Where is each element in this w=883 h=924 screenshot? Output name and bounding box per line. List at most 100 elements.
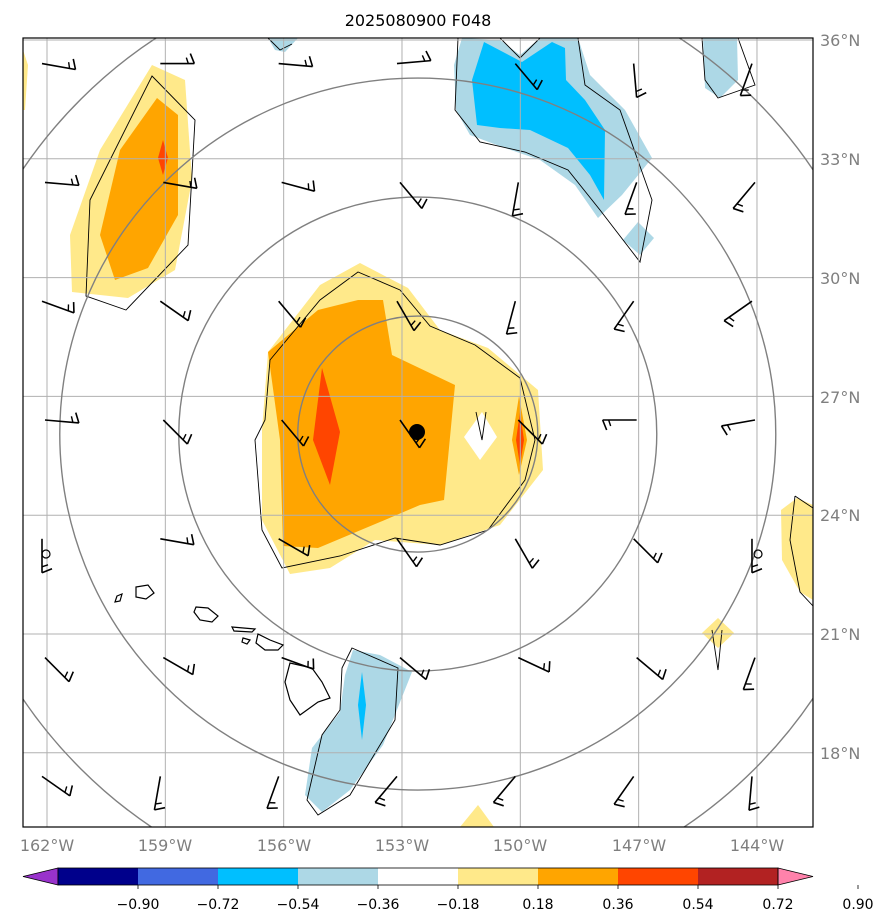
colorbar-tick-label: −0.90	[117, 897, 160, 913]
lat-tick-label: 24°N	[820, 506, 860, 525]
colorbar-segment	[698, 868, 779, 885]
colorbar-tick-label: −0.54	[277, 897, 320, 913]
wind-barb-flag	[743, 688, 755, 691]
wind-barb-half	[67, 304, 70, 311]
wind-barb-half	[155, 802, 162, 805]
wind-barb	[514, 63, 543, 91]
wind-barb	[517, 419, 548, 445]
wind-barb-shaft	[266, 776, 280, 809]
wind-barb-half	[627, 208, 634, 210]
colorbar-segment	[378, 868, 459, 885]
wind-barb	[281, 419, 310, 447]
lat-tick-label: 18°N	[820, 744, 860, 763]
colorbar: −0.90 −0.72 −0.54 −0.36 −0.18 0.18 0.36 0.54 0.7…	[22, 867, 874, 913]
wind-barb-flag	[425, 50, 432, 61]
wind-barb-shaft	[396, 538, 418, 568]
wind-barb	[601, 419, 637, 431]
wind-barb-shaft	[41, 300, 75, 314]
wind-barb	[278, 300, 307, 328]
wind-barb-half	[186, 537, 189, 544]
colorbar-tick-labels: −0.90 −0.72 −0.54 −0.36 −0.18 0.18 0.36 0.54 0.7…	[117, 885, 874, 913]
colorbar-tick-label: −0.72	[197, 897, 240, 913]
wind-barb-half	[421, 55, 426, 62]
wind-barb-half	[749, 802, 756, 805]
contour-pos-0.36-center	[268, 300, 455, 548]
wind-barb-half	[64, 671, 69, 678]
wind-barb	[505, 300, 518, 335]
coastlines	[41, 549, 763, 716]
wind-barb	[162, 656, 196, 676]
wind-barb	[613, 775, 635, 808]
wind-barb-half	[751, 564, 759, 568]
wind-barb-flag	[374, 801, 386, 807]
wind-barb-half	[742, 89, 749, 91]
wind-barb	[396, 50, 432, 65]
wind-barb-shaft	[278, 538, 309, 557]
wind-barb-half	[420, 669, 425, 676]
wind-barb-flag	[312, 658, 315, 670]
wind-barb	[281, 180, 316, 192]
wind-barb	[396, 300, 422, 332]
wind-barb-half	[635, 88, 643, 93]
wind-barb-flag	[68, 671, 75, 682]
wind-barb-shaft	[159, 300, 189, 322]
lon-tick-label: 144°W	[730, 836, 785, 855]
wind-barb-shaft	[633, 538, 659, 564]
chart-title: 2025080900 F048	[345, 11, 492, 30]
contour-neg-0.18-top-small	[268, 38, 298, 52]
wind-barb-flag	[72, 58, 77, 70]
lon-tick-labels: 162°W 159°W 156°W 153°W 150°W 147°W 144°…	[20, 836, 785, 855]
wind-barb	[41, 300, 75, 314]
wind-barb-half	[302, 546, 305, 553]
wind-barb	[613, 300, 635, 333]
wind-barb-flag	[191, 663, 196, 675]
wind-barb	[160, 53, 196, 65]
wind-barb-flag	[601, 419, 608, 431]
lon-tick-label: 159°W	[138, 836, 193, 855]
wind-barb-shaft	[613, 775, 635, 805]
wind-barb-shaft	[514, 538, 534, 569]
wind-barb-flag	[723, 320, 734, 328]
contour-fills	[23, 38, 813, 827]
wind-barb-flag	[421, 198, 428, 209]
wind-barb-flag	[154, 806, 166, 811]
lat-tick-label: 21°N	[820, 625, 860, 644]
wind-barb-half	[736, 203, 744, 207]
colorbar-tick-label: −0.36	[357, 897, 400, 913]
wind-barb	[624, 182, 638, 216]
wind-barb-half	[728, 316, 735, 322]
wind-barb-shaft	[278, 62, 313, 68]
wind-barb-half	[543, 663, 546, 670]
wind-barb-flag	[307, 545, 311, 556]
wind-barb-shaft	[44, 657, 70, 683]
wind-barb-shaft	[505, 300, 517, 335]
wind-barb-shaft	[732, 181, 756, 209]
lon-tick-label: 156°W	[257, 836, 312, 855]
lon-tick-label: 153°W	[375, 836, 430, 855]
wind-barb-half	[70, 416, 74, 423]
wind-barb-shaft	[396, 300, 415, 332]
range-ring	[59, 77, 777, 791]
wind-barb-shaft	[748, 776, 753, 811]
wind-barb	[723, 300, 753, 328]
wind-barb-flag	[312, 180, 316, 192]
contour-neg-0.36-south	[358, 672, 366, 740]
wind-barb-flag	[512, 212, 524, 217]
wind-barb	[399, 656, 431, 681]
lat-tick-labels: 36°N 33°N 30°N 27°N 24°N 21°N 18°N	[820, 31, 860, 763]
wind-barb-shaft	[281, 419, 305, 447]
wind-barb-half	[412, 556, 418, 563]
wind-barb	[163, 177, 198, 190]
wind-barb-flag	[190, 533, 195, 545]
wind-barb-half	[607, 419, 612, 427]
wind-barb-half	[299, 435, 304, 442]
wind-barb-half	[497, 797, 504, 801]
wind-barb	[748, 776, 760, 812]
wind-barb-flag	[74, 174, 80, 186]
wind-barb-flag	[187, 310, 192, 321]
wind-barb-flag	[418, 438, 427, 449]
graticule	[23, 38, 813, 827]
contour-pos-0.18-left-edge	[23, 50, 28, 110]
wind-barb-shaft	[396, 59, 431, 65]
colorbar-tick-label: 0.36	[602, 897, 633, 913]
